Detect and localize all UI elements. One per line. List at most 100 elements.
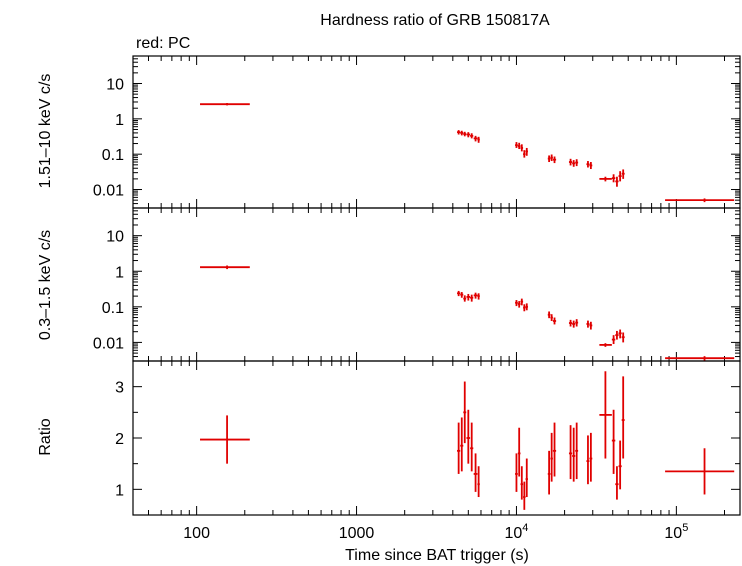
data-point bbox=[460, 130, 464, 136]
data-point bbox=[599, 176, 612, 182]
data-point bbox=[621, 376, 625, 459]
data-point bbox=[586, 435, 590, 485]
data-point bbox=[575, 319, 579, 327]
y-tick-label: 10 bbox=[106, 229, 124, 246]
data-point bbox=[552, 317, 557, 325]
data-point bbox=[470, 133, 474, 139]
data-point bbox=[525, 458, 528, 498]
data-point bbox=[520, 298, 524, 306]
data-point bbox=[615, 466, 619, 500]
data-point bbox=[572, 427, 576, 482]
data-point bbox=[460, 417, 464, 472]
y-tick-label: 2 bbox=[115, 431, 124, 448]
y-tick-label: 0.1 bbox=[102, 300, 124, 317]
data-point bbox=[586, 320, 590, 328]
data-point bbox=[517, 301, 521, 308]
legend-label: red: PC bbox=[136, 35, 190, 52]
data-point bbox=[568, 158, 573, 166]
data-point bbox=[611, 409, 616, 474]
x-tick-label: 104 bbox=[504, 522, 528, 542]
data-point bbox=[547, 450, 551, 495]
data-point bbox=[523, 150, 526, 158]
data-point bbox=[520, 144, 524, 152]
data-point bbox=[523, 304, 526, 312]
data-point bbox=[568, 319, 573, 327]
chart-title: Hardness ratio of GRB 150817A bbox=[320, 12, 550, 29]
data-point bbox=[547, 311, 551, 319]
data-point bbox=[547, 155, 551, 163]
y-axis-label-hard: 1.51–10 keV c/s bbox=[37, 74, 54, 189]
data-point bbox=[457, 290, 461, 297]
data-point bbox=[575, 159, 579, 167]
data-point bbox=[466, 132, 471, 138]
y-tick-label: 3 bbox=[115, 380, 124, 397]
data-point bbox=[611, 335, 616, 345]
data-point bbox=[665, 448, 735, 495]
data-point bbox=[611, 174, 616, 183]
panel-soft-band: 10 1 0.1 0.01 bbox=[93, 207, 741, 362]
y-tick-label: 0.01 bbox=[93, 335, 124, 352]
data-point bbox=[572, 320, 576, 328]
data-point bbox=[517, 427, 521, 477]
data-point bbox=[200, 415, 250, 464]
y-tick-label: 1 bbox=[115, 264, 124, 281]
data-point bbox=[466, 409, 471, 464]
data-point bbox=[589, 432, 593, 482]
x-tick-label: 1000 bbox=[339, 525, 375, 542]
data-point bbox=[552, 156, 557, 164]
data-point bbox=[550, 154, 553, 162]
data-point bbox=[589, 321, 593, 330]
data-point bbox=[520, 466, 524, 500]
x-tick-label: 100 bbox=[183, 525, 210, 542]
data-point bbox=[550, 432, 553, 482]
data-point bbox=[463, 381, 467, 444]
plot-frame bbox=[132, 55, 741, 209]
data-point bbox=[523, 481, 526, 510]
y-tick-label: 10 bbox=[106, 77, 124, 94]
data-point bbox=[470, 422, 474, 472]
x-tick-label: 105 bbox=[664, 522, 688, 542]
data-point bbox=[575, 422, 579, 480]
data-point bbox=[477, 136, 480, 143]
data-point bbox=[599, 371, 612, 459]
data-point bbox=[473, 453, 478, 492]
data-point bbox=[457, 422, 461, 474]
data-point bbox=[615, 176, 619, 187]
data-point bbox=[457, 130, 461, 135]
data-point bbox=[517, 142, 521, 150]
data-point bbox=[477, 293, 480, 300]
data-point bbox=[568, 425, 573, 480]
y-axis-label-soft: 0.3–1.5 keV c/s bbox=[37, 230, 54, 340]
data-point bbox=[473, 292, 478, 299]
data-point bbox=[665, 198, 735, 203]
data-point bbox=[550, 314, 553, 321]
data-point bbox=[466, 293, 471, 301]
data-point bbox=[515, 142, 518, 148]
data-point bbox=[586, 161, 590, 168]
y-tick-label: 1 bbox=[115, 482, 124, 499]
data-point bbox=[552, 422, 557, 477]
data-point bbox=[515, 453, 518, 492]
data-point bbox=[618, 440, 622, 490]
data-point bbox=[665, 356, 735, 361]
data-point bbox=[463, 131, 467, 137]
data-point bbox=[515, 300, 518, 307]
data-point bbox=[470, 294, 474, 302]
data-point bbox=[200, 265, 250, 270]
x-axis-label: Time since BAT trigger (s) bbox=[345, 547, 529, 564]
data-point bbox=[463, 295, 467, 302]
data-point bbox=[200, 103, 250, 106]
data-point bbox=[525, 303, 528, 311]
data-point bbox=[621, 169, 625, 179]
y-axis-label-ratio: Ratio bbox=[37, 418, 54, 455]
data-point bbox=[599, 343, 612, 347]
y-tick-label: 0.1 bbox=[102, 147, 124, 164]
data-point bbox=[525, 147, 528, 156]
data-point bbox=[572, 160, 576, 167]
data-point bbox=[473, 135, 478, 142]
data-point bbox=[615, 330, 619, 340]
data-point bbox=[589, 162, 593, 170]
data-point bbox=[460, 292, 464, 298]
x-tick-labels: 100 1000 104 105 bbox=[183, 522, 688, 542]
